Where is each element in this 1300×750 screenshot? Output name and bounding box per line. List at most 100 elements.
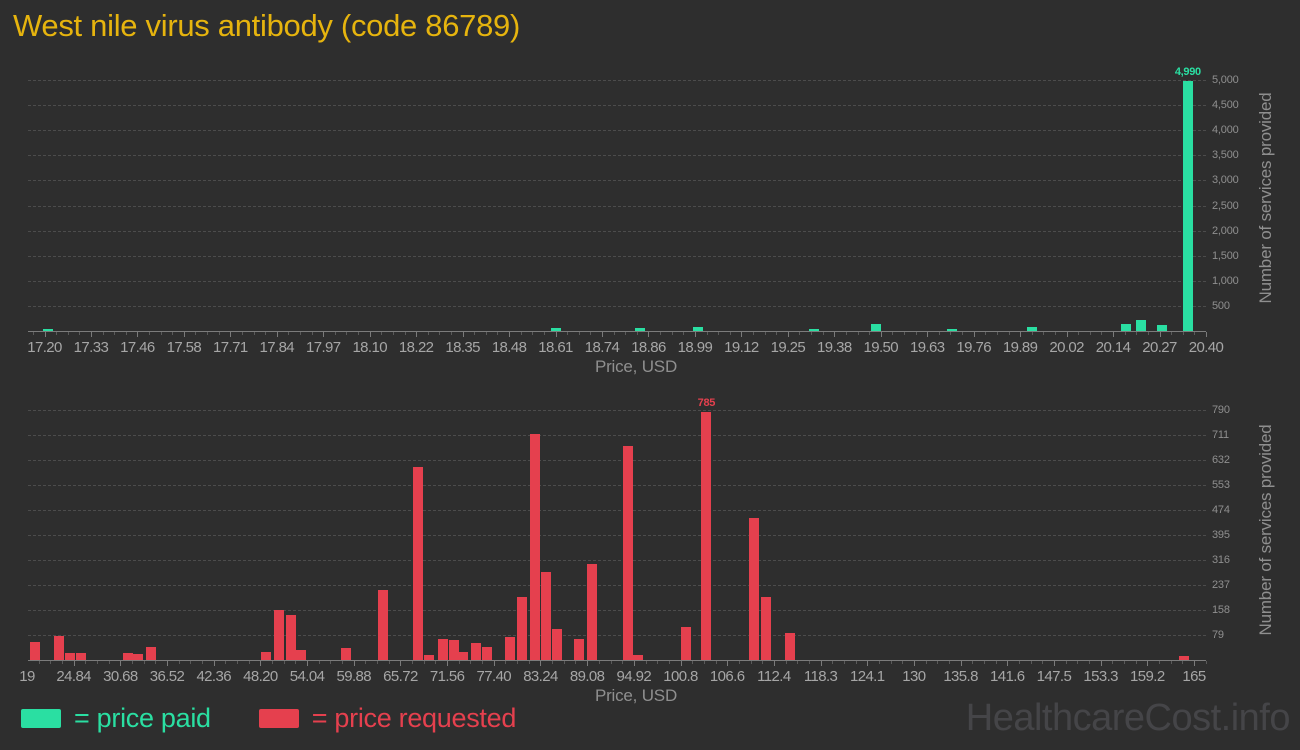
bar-price-requested[interactable] — [632, 655, 643, 660]
x-tick-label: 17.97 — [305, 339, 341, 356]
bar-price-paid[interactable] — [551, 328, 562, 331]
x-tick-minor — [948, 661, 950, 664]
bar-price-requested[interactable] — [504, 637, 515, 660]
x-tick-major — [73, 661, 75, 666]
gridline — [28, 435, 1206, 437]
x-tick-major — [960, 661, 962, 666]
x-tick-minor — [346, 332, 348, 335]
x-tick-label: 83.24 — [523, 668, 558, 685]
x-tick-minor — [776, 332, 778, 335]
x-tick-minor — [67, 332, 69, 335]
bar-price-requested[interactable] — [76, 653, 87, 660]
x-tick-label: 20.40 — [1188, 339, 1224, 356]
x-tick-minor — [950, 332, 952, 335]
x-tick-minor — [811, 332, 813, 335]
bar-price-requested[interactable] — [377, 590, 388, 660]
x-tick-minor — [636, 332, 638, 335]
bar-price-paid[interactable] — [870, 324, 881, 331]
bar-price-requested[interactable] — [680, 627, 691, 660]
bar-price-requested[interactable] — [574, 639, 585, 660]
bar-price-requested[interactable] — [587, 564, 598, 660]
bar-price-requested[interactable] — [437, 639, 448, 660]
bar-price-requested[interactable] — [65, 653, 76, 660]
bar-price-requested[interactable] — [448, 640, 459, 660]
bar-price-requested[interactable] — [551, 629, 562, 660]
bar-price-paid[interactable] — [634, 328, 645, 331]
bar-price-requested[interactable] — [458, 652, 469, 660]
bar-price-requested[interactable] — [540, 572, 551, 660]
y-tick-label: 632 — [1212, 454, 1230, 467]
x-tick-minor — [729, 332, 731, 335]
x-tick-minor — [625, 332, 627, 335]
bar-price-requested[interactable] — [260, 652, 271, 660]
x-tick-label: 18.86 — [631, 339, 666, 356]
x-tick-minor — [1158, 661, 1160, 664]
x-tick-minor — [207, 332, 209, 335]
bar-price-paid[interactable] — [1121, 324, 1132, 331]
x-tick-minor — [762, 661, 764, 664]
bar-price-paid[interactable] — [1157, 325, 1168, 331]
bar-price-requested[interactable] — [133, 654, 144, 660]
gridline — [28, 485, 1206, 487]
bar-price-paid[interactable] — [1182, 81, 1193, 331]
x-tick-minor — [288, 332, 290, 335]
x-tick-major — [1206, 332, 1207, 337]
x-tick-major — [230, 332, 232, 337]
bar-price-requested[interactable] — [285, 615, 296, 660]
bar-price-requested[interactable] — [1179, 656, 1190, 660]
bar-price-paid[interactable] — [946, 329, 957, 331]
x-tick-minor — [715, 661, 717, 664]
bar-price-requested[interactable] — [424, 655, 435, 660]
bar-price-requested[interactable] — [701, 412, 712, 660]
bar-price-requested[interactable] — [296, 650, 307, 660]
bar-price-requested[interactable] — [122, 653, 133, 660]
x-tick-major — [369, 332, 371, 337]
bar-price-requested[interactable] — [530, 434, 541, 660]
x-tick-minor — [660, 332, 662, 335]
bar-price-requested[interactable] — [623, 446, 634, 660]
x-tick-label: 20.14 — [1095, 339, 1131, 356]
x-tick-minor — [32, 332, 34, 335]
bar-price-paid[interactable] — [1135, 320, 1146, 331]
x-tick-minor — [451, 332, 453, 335]
x-tick-minor — [190, 661, 192, 664]
x-tick-minor — [125, 332, 127, 335]
y-axis-title: Number of services provided — [1256, 92, 1275, 304]
x-tick-major — [741, 332, 743, 337]
bar-price-requested[interactable] — [273, 610, 284, 660]
x-tick-minor — [237, 661, 239, 664]
bar-price-requested[interactable] — [516, 597, 527, 660]
x-tick-major — [1194, 661, 1195, 666]
y-tick-label: 237 — [1212, 579, 1230, 592]
x-tick-minor — [543, 332, 545, 335]
x-tick-minor — [439, 332, 441, 335]
bar-price-paid[interactable] — [1026, 327, 1037, 331]
x-tick-label: 48.20 — [243, 668, 278, 685]
x-tick-minor — [458, 661, 460, 664]
x-tick-minor — [1124, 332, 1126, 335]
bar-price-paid[interactable] — [692, 327, 703, 331]
x-tick-major — [913, 661, 915, 666]
bar-price-requested[interactable] — [482, 647, 493, 660]
bar-price-paid[interactable] — [43, 329, 54, 331]
bar-price-requested[interactable] — [471, 643, 482, 660]
gridline — [28, 80, 1206, 82]
bar-price-requested[interactable] — [53, 636, 64, 660]
x-tick-minor — [1055, 332, 1056, 335]
bar-price-requested[interactable] — [784, 633, 795, 660]
x-tick-minor — [995, 661, 997, 664]
bar-price-requested[interactable] — [340, 648, 351, 660]
y-tick-label: 3,000 — [1212, 174, 1239, 187]
bar-price-requested[interactable] — [761, 597, 772, 660]
gridline — [28, 410, 1206, 412]
bar-price-requested[interactable] — [29, 642, 40, 660]
x-tick-minor — [423, 661, 425, 664]
x-tick-minor — [857, 332, 859, 335]
x-tick-label: 59.88 — [336, 668, 372, 685]
bar-price-paid[interactable] — [808, 329, 819, 331]
bar-price-requested[interactable] — [412, 467, 423, 660]
x-tick-label: 18.74 — [584, 339, 620, 356]
x-tick-major — [1100, 661, 1102, 666]
bar-price-requested[interactable] — [145, 647, 156, 660]
bar-price-requested[interactable] — [748, 518, 759, 660]
